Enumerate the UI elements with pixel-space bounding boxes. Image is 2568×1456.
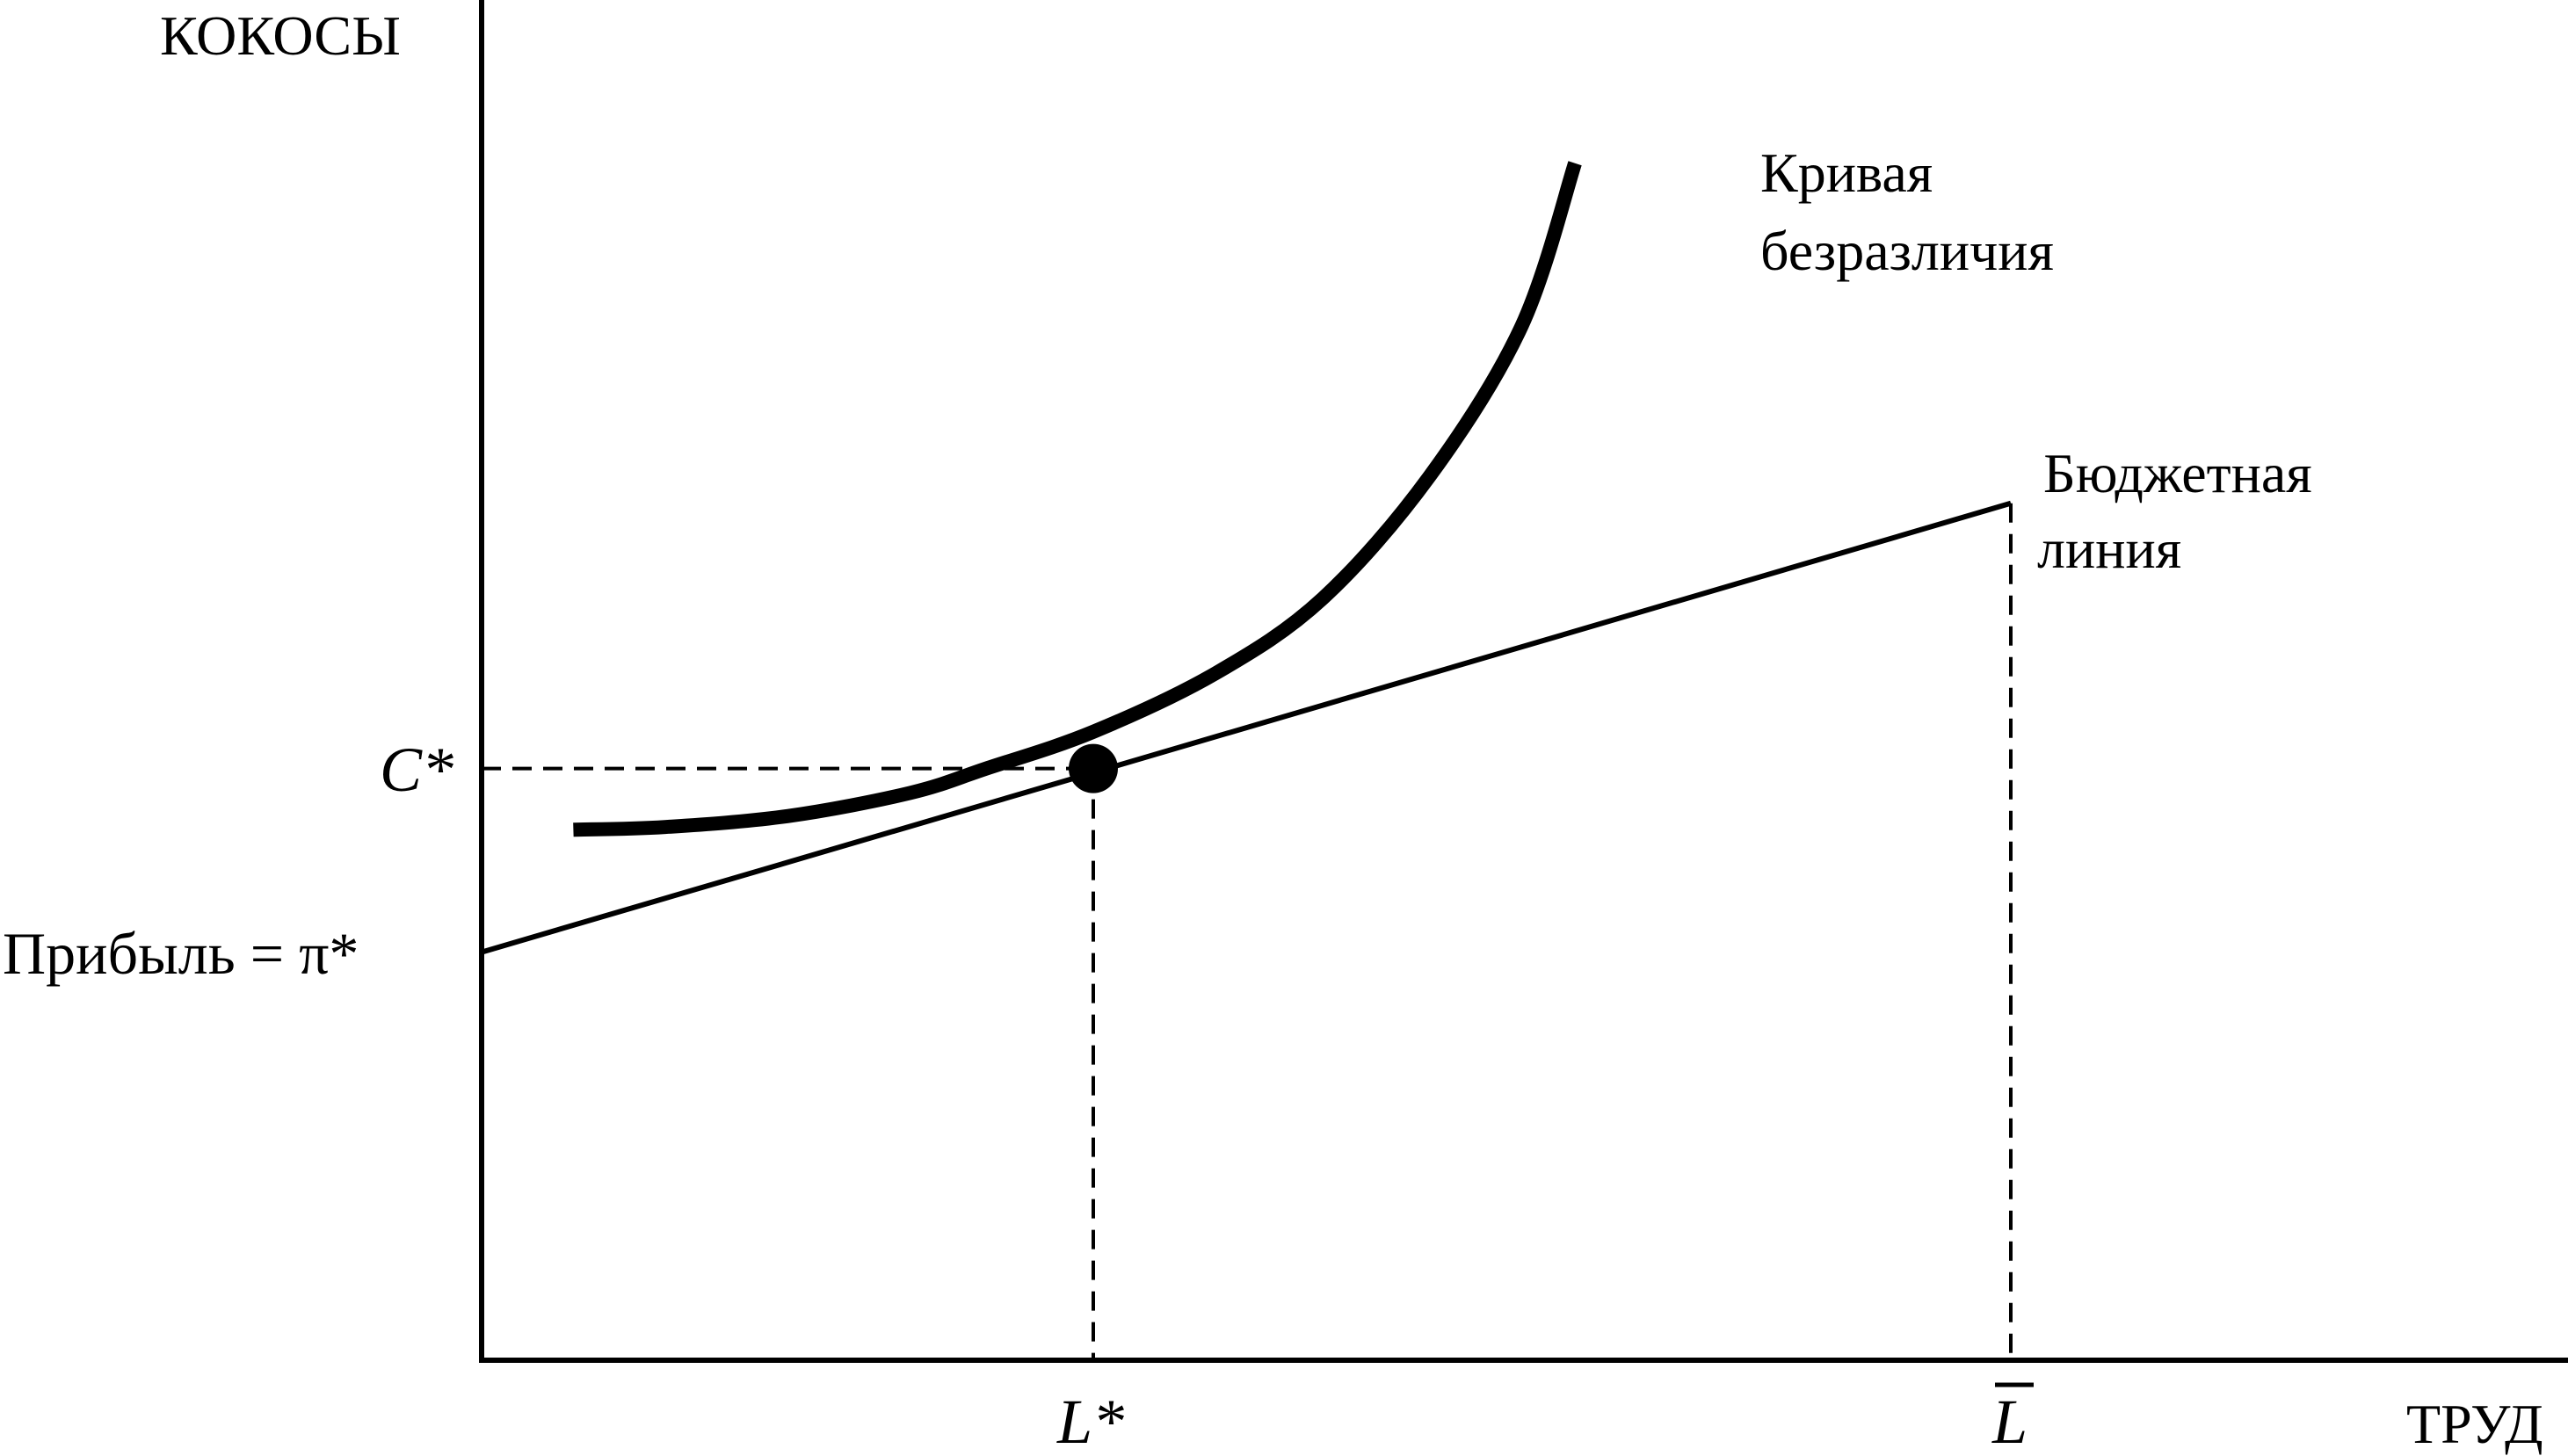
x-tick-label-l-bar: L — [1991, 1387, 2028, 1456]
y-tick-label-c-star: C* — [380, 735, 453, 805]
indifference-curve — [573, 161, 1582, 837]
x-tick-label-l-star: L* — [1056, 1387, 1124, 1456]
budget-line-label-line2: линия — [2037, 518, 2181, 580]
tangency-point — [1069, 743, 1118, 793]
plot-marks — [481, 161, 2013, 1360]
indifference-curve-label-line2: безразличия — [1760, 220, 2054, 282]
budget-line — [481, 500, 2012, 955]
labels: КОКОСЫ ТРУД Кривая безразличия Бюджетная… — [3, 4, 2543, 1456]
budget-line-label-line1: Бюджетная — [2043, 442, 2312, 504]
y-tick-label-profit: Прибыль = π* — [3, 920, 359, 987]
axes — [479, 0, 2568, 1363]
indifference-curve-label-line1: Кривая — [1760, 141, 1933, 204]
y-axis-label: КОКОСЫ — [160, 4, 401, 67]
x-axis-label: ТРУД — [2406, 1393, 2543, 1455]
